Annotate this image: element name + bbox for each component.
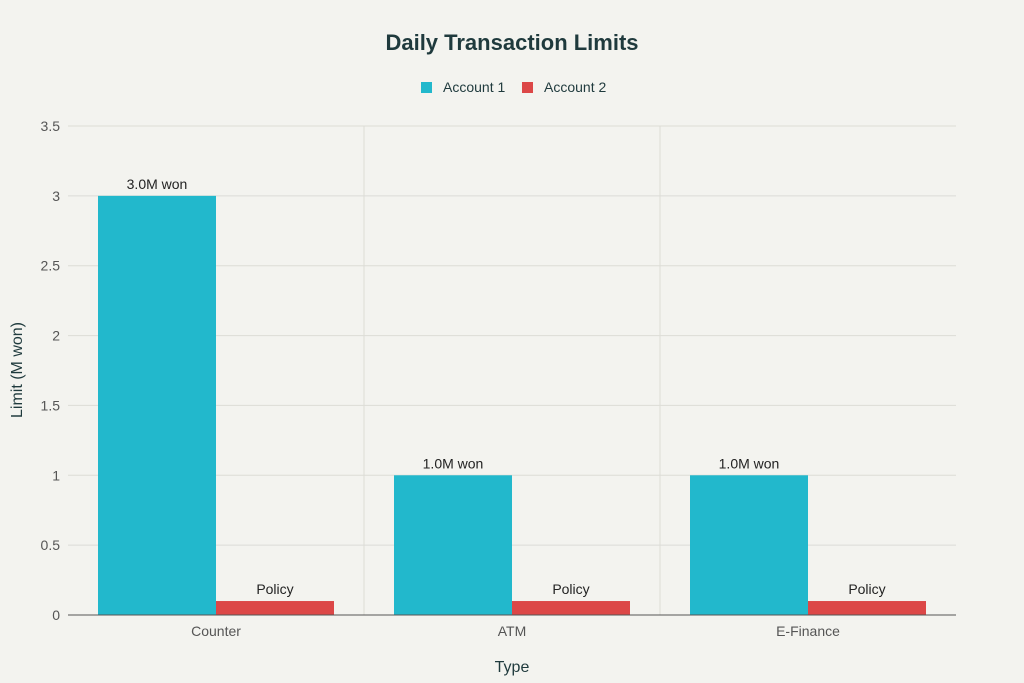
chart-title: Daily Transaction Limits: [385, 30, 638, 55]
bar-account-1-atm: [394, 475, 512, 615]
x-tick-label: E-Finance: [776, 623, 840, 639]
bar-data-label: Policy: [848, 581, 885, 597]
legend-label-account-2: Account 2: [544, 79, 606, 95]
bar-labels: 3.0M won Policy 1.0M won Policy 1.0M won Poli…: [127, 176, 886, 597]
x-axis-ticks: Counter ATM E-Finance: [191, 623, 840, 639]
y-axis-label: Limit (M won): [9, 322, 26, 418]
bar-data-label: Policy: [256, 581, 293, 597]
x-tick-label: ATM: [498, 623, 527, 639]
legend-swatch-account-1: [421, 82, 432, 93]
y-tick-label: 2.5: [41, 258, 61, 274]
y-tick-label: 0.5: [41, 537, 61, 553]
y-tick-label: 0: [52, 607, 60, 623]
y-axis-ticks: 0 0.5 1 1.5 2 2.5 3 3.5: [41, 118, 61, 623]
bar-account-2-counter: [216, 601, 334, 615]
y-tick-label: 1.5: [41, 397, 61, 413]
bar-data-label: Policy: [552, 581, 589, 597]
bar-data-label: 1.0M won: [423, 455, 484, 471]
bar-data-label: 1.0M won: [719, 455, 780, 471]
y-tick-label: 2: [52, 328, 60, 344]
legend: Account 1 Account 2: [421, 79, 606, 95]
bar-account-1-e-finance: [690, 475, 808, 615]
bars: [98, 195, 926, 615]
legend-label-account-1: Account 1: [443, 79, 505, 95]
y-tick-label: 1: [52, 467, 60, 483]
y-tick-label: 3: [52, 188, 60, 204]
x-axis-label: Type: [495, 659, 530, 676]
x-tick-label: Counter: [191, 623, 241, 639]
bar-account-2-e-finance: [808, 601, 926, 615]
bar-data-label: 3.0M won: [127, 176, 188, 192]
legend-swatch-account-2: [522, 82, 533, 93]
bar-account-2-atm: [512, 601, 630, 615]
y-tick-label: 3.5: [41, 118, 61, 134]
bar-account-1-counter: [98, 195, 216, 615]
